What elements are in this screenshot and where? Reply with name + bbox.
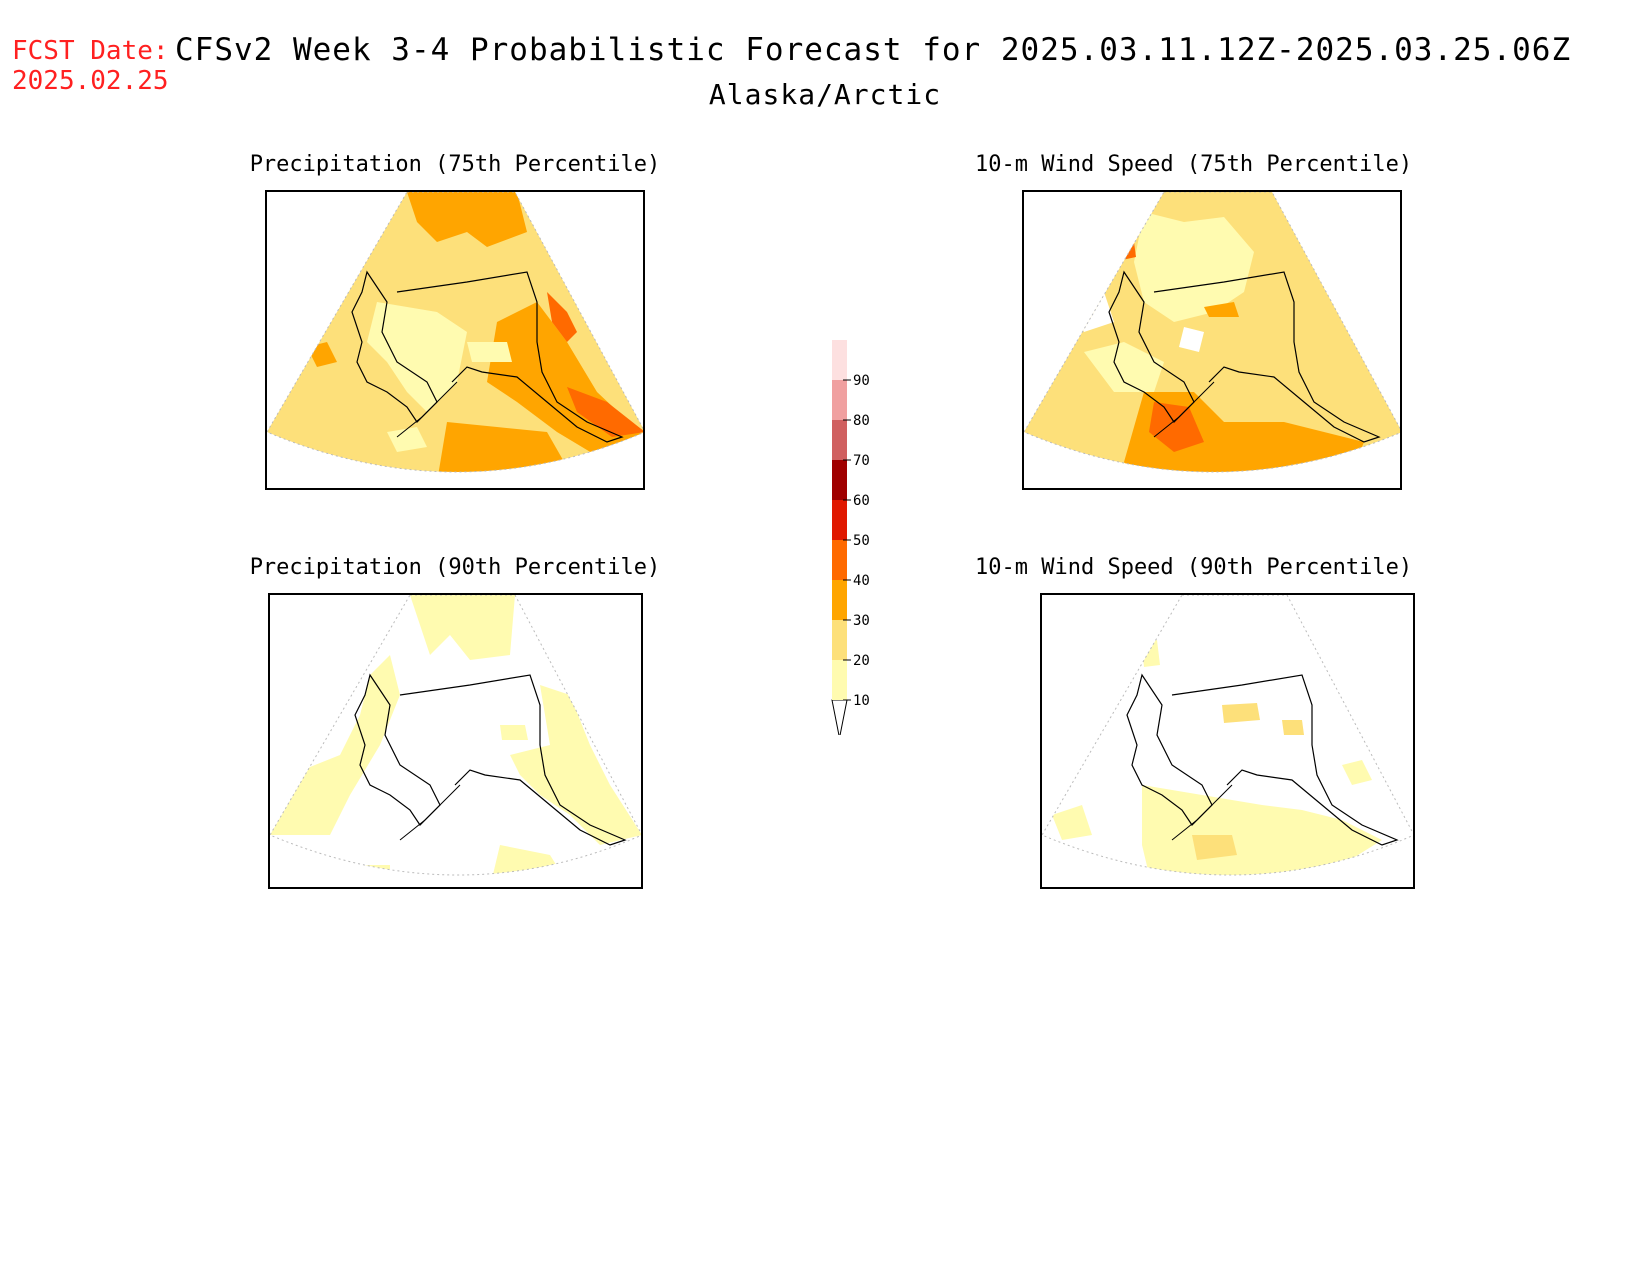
panel-title-wind-75: 10-m Wind Speed (75th Percentile) — [975, 152, 1413, 177]
colorbar-swatch — [832, 500, 847, 540]
colorbar-swatch — [832, 580, 847, 620]
forecast-date-block: FCST Date: 2025.02.25 — [12, 36, 169, 96]
colorbar-label: 80 — [853, 413, 870, 429]
map-wind-90 — [1042, 595, 1413, 876]
colorbar-bottom-tip — [831, 699, 848, 739]
colorbar-swatch — [832, 380, 847, 420]
map-precip-90 — [270, 595, 641, 876]
panel-title-wind-90: 10-m Wind Speed (90th Percentile) — [975, 555, 1413, 580]
region-subtitle: Alaska/Arctic — [708, 78, 942, 111]
colorbar-label: 50 — [853, 533, 870, 549]
colorbar-swatch — [832, 660, 847, 700]
map-wind-75 — [1024, 192, 1400, 473]
map-panel-precip-90 — [268, 593, 643, 889]
colorbar-swatch — [832, 340, 847, 380]
colorbar-top-tip — [832, 302, 847, 340]
panel-title-precip-75: Precipitation (75th Percentile) — [249, 152, 661, 177]
panel-title-precip-90: Precipitation (90th Percentile) — [249, 555, 661, 580]
map-precip-75 — [267, 192, 643, 473]
map-panel-wind-90 — [1040, 593, 1415, 889]
colorbar-swatch — [832, 420, 847, 460]
colorbar-swatch — [832, 460, 847, 500]
colorbar-label: 30 — [853, 613, 870, 629]
forecast-date-value: 2025.02.25 — [12, 66, 169, 96]
page-title: CFSv2 Week 3-4 Probabilistic Forecast fo… — [175, 32, 1572, 68]
map-panel-wind-75 — [1022, 190, 1402, 490]
colorbar-label: 40 — [853, 573, 870, 589]
colorbar-label: 70 — [853, 453, 870, 469]
colorbar-swatch — [832, 540, 847, 580]
colorbar-legend: 10 20 30 40 50 60 70 80 90 — [815, 302, 895, 739]
colorbar-label: 20 — [853, 653, 870, 669]
colorbar-svg: 10 20 30 40 50 60 70 80 90 — [831, 302, 870, 739]
map-panel-precip-75 — [265, 190, 645, 490]
colorbar-label: 60 — [853, 493, 870, 509]
colorbar-swatch — [832, 620, 847, 660]
colorbar-label: 90 — [853, 373, 870, 389]
colorbar-label: 10 — [853, 693, 870, 709]
forecast-date-label: FCST Date: — [12, 36, 169, 66]
